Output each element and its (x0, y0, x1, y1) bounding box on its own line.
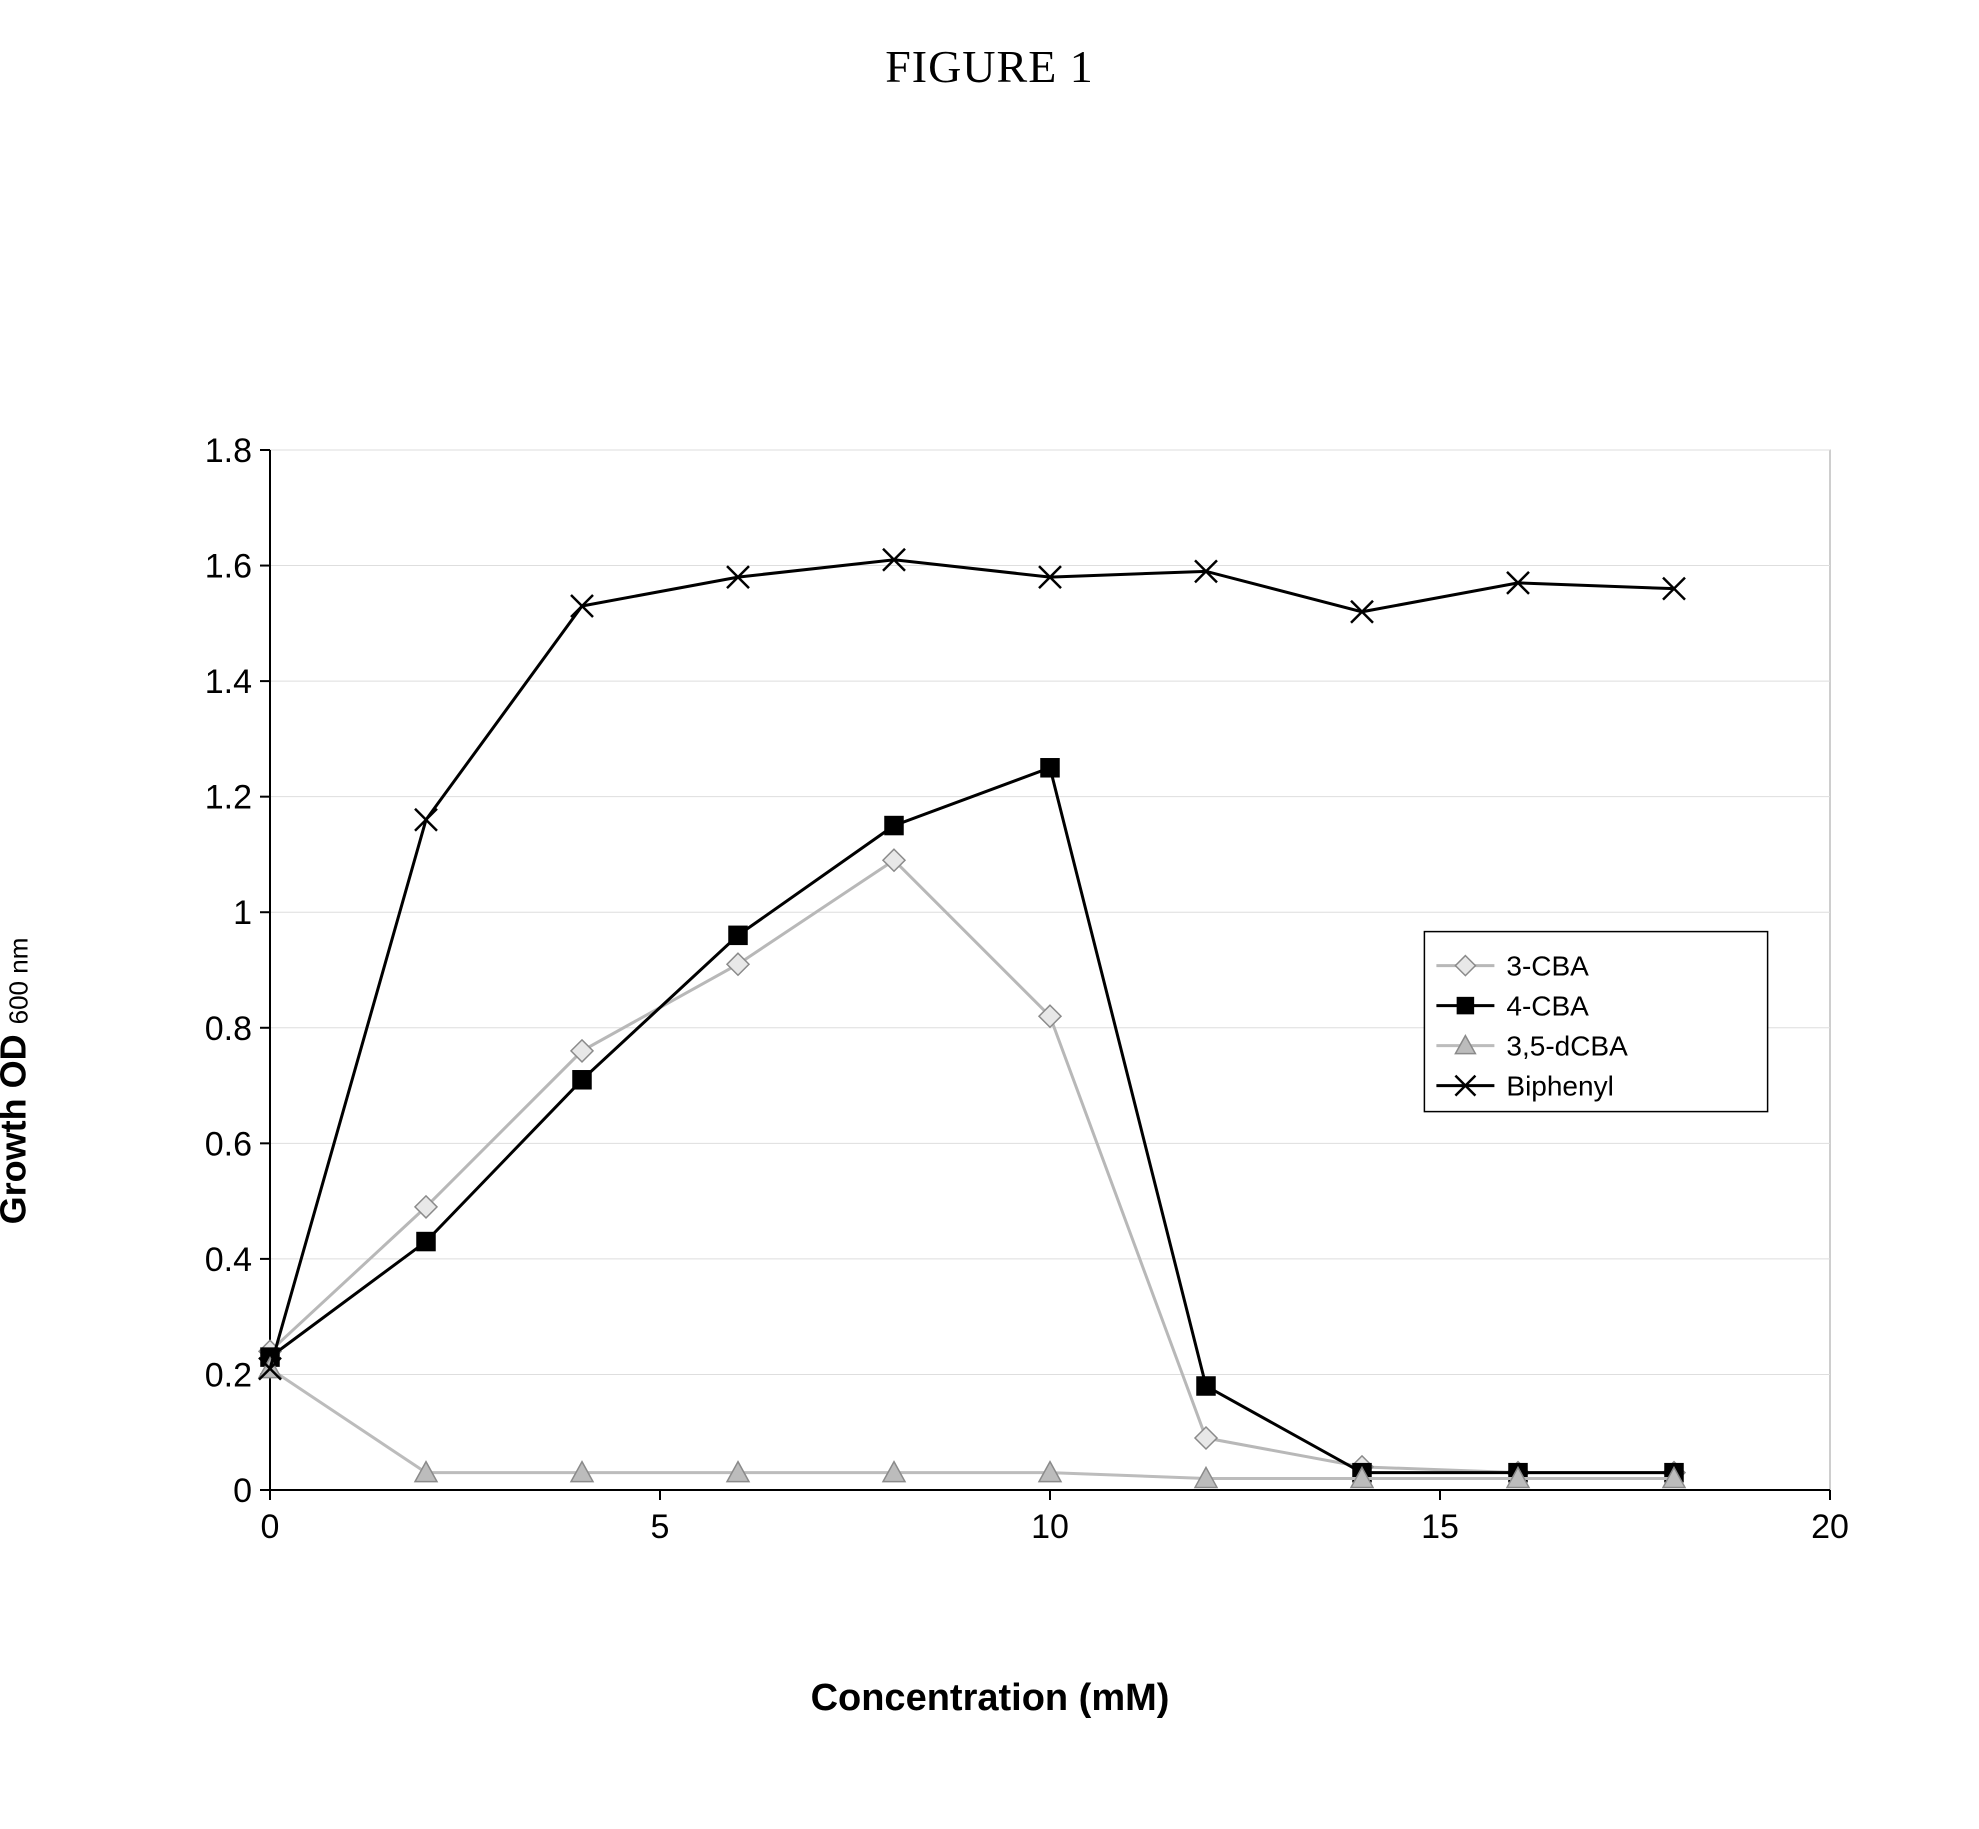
marker-square (417, 1233, 435, 1251)
y-tick-label: 0.6 (205, 1125, 252, 1163)
chart-svg: 0 0.2 0.4 0.6 0.8 1 1.2 1.4 1.6 1.8 0 5 10 15 20 3-CBA 4… (120, 430, 1860, 1590)
y-tick-label: 1.4 (205, 663, 252, 701)
y-tick-label: 0.4 (205, 1241, 252, 1279)
marker-square (1457, 998, 1473, 1014)
y-axis-label: Growth OD 600 nm (0, 938, 34, 1225)
marker-square (729, 926, 747, 944)
y-axis-label-group: Growth OD 600 nm (130, 430, 180, 1690)
figure-title: FIGURE 1 (0, 40, 1979, 93)
x-tick-label: 10 (1031, 1508, 1069, 1546)
legend: 3-CBA 4-CBA 3,5-dCBA Biphenyl (1424, 932, 1767, 1112)
y-tick-label: 1.6 (205, 548, 252, 586)
legend-label: 3-CBA (1506, 951, 1589, 982)
marker-square (885, 817, 903, 835)
x-tick-label: 0 (261, 1508, 280, 1546)
y-tick-label: 0.2 (205, 1356, 252, 1394)
legend-label: 4-CBA (1506, 991, 1589, 1022)
y-tick-label: 1.2 (205, 779, 252, 817)
y-tick-label: 0.8 (205, 1010, 252, 1048)
x-tick-label: 20 (1811, 1508, 1849, 1546)
x-tick-label: 5 (651, 1508, 670, 1546)
legend-label: Biphenyl (1506, 1071, 1613, 1102)
y-tick-label: 1 (233, 894, 252, 932)
marker-square (1197, 1377, 1215, 1395)
y-axis-label-sub: 600 nm (3, 938, 33, 1025)
legend-label: 3,5-dCBA (1506, 1031, 1628, 1062)
chart-container: Growth OD 600 nm 0 0.2 0.4 0.6 0.8 1 1.2 1.4 1.6… (120, 430, 1860, 1690)
marker-square (573, 1071, 591, 1089)
y-axis-label-main: Growth OD (0, 1034, 33, 1224)
x-tick-label: 15 (1421, 1508, 1459, 1546)
marker-square (1041, 759, 1059, 777)
x-axis-label: Concentration (mM) (120, 1677, 1860, 1720)
y-tick-label: 1.8 (205, 432, 252, 470)
y-tick-label: 0 (233, 1472, 252, 1510)
